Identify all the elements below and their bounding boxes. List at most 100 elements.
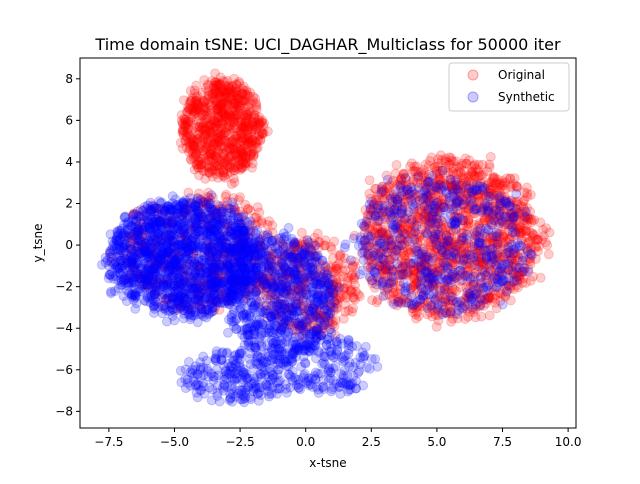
data-point	[162, 217, 171, 226]
data-point	[226, 160, 235, 169]
data-point	[211, 266, 220, 275]
data-point	[129, 295, 138, 304]
data-point	[347, 288, 356, 297]
data-point	[138, 287, 147, 296]
data-point	[133, 227, 142, 236]
data-point	[458, 159, 467, 168]
data-point	[152, 260, 161, 269]
data-point	[187, 96, 196, 105]
data-point	[477, 312, 486, 321]
data-point	[228, 198, 237, 207]
data-point	[204, 198, 213, 207]
data-point	[138, 207, 147, 216]
data-point	[392, 161, 401, 170]
data-point	[178, 279, 187, 288]
data-point	[204, 91, 213, 100]
data-point	[496, 180, 505, 189]
data-point	[170, 243, 179, 252]
data-point	[218, 76, 227, 85]
data-point	[427, 153, 436, 162]
data-point	[341, 307, 350, 316]
data-point	[159, 249, 168, 258]
data-point	[202, 224, 211, 233]
data-point	[196, 283, 205, 292]
data-point	[179, 289, 188, 298]
data-point	[222, 190, 231, 199]
data-point	[182, 118, 191, 127]
data-point	[212, 157, 221, 166]
data-point	[169, 206, 178, 215]
data-point	[188, 262, 197, 271]
data-point	[468, 168, 477, 177]
data-point	[121, 232, 130, 241]
data-point	[543, 241, 552, 250]
data-point	[159, 301, 168, 310]
data-point	[168, 252, 177, 261]
data-point	[181, 196, 190, 205]
data-point	[108, 245, 117, 254]
data-point	[179, 271, 188, 280]
data-point	[229, 174, 238, 183]
data-point	[197, 256, 206, 265]
data-point	[536, 218, 545, 227]
data-point	[233, 213, 242, 222]
data-point	[181, 254, 190, 263]
data-point	[256, 135, 265, 144]
data-point	[225, 125, 234, 134]
data-point	[218, 245, 227, 254]
data-point	[117, 262, 126, 271]
data-point	[133, 259, 142, 268]
data-point	[128, 217, 137, 226]
data-point	[191, 109, 200, 118]
data-point	[179, 306, 188, 315]
data-point	[219, 116, 228, 125]
data-point	[229, 145, 238, 154]
data-point	[212, 170, 221, 179]
data-point	[241, 153, 250, 162]
data-point	[147, 291, 156, 300]
data-point	[368, 296, 377, 305]
data-point	[212, 210, 221, 219]
data-point	[192, 217, 201, 226]
data-point	[198, 134, 207, 143]
data-point	[365, 176, 374, 185]
data-point	[247, 128, 256, 137]
data-point	[160, 207, 169, 216]
data-point	[154, 229, 163, 238]
data-point	[297, 228, 306, 237]
data-point	[430, 163, 439, 172]
data-point	[124, 279, 133, 288]
data-point	[241, 119, 250, 128]
data-point	[313, 229, 322, 238]
data-point	[510, 174, 519, 183]
data-point	[230, 114, 239, 123]
data-point	[224, 328, 233, 337]
data-point	[333, 261, 342, 270]
data-point	[477, 171, 486, 180]
data-point	[162, 275, 171, 284]
data-point	[544, 250, 553, 259]
data-point	[174, 261, 183, 270]
data-point	[135, 270, 144, 279]
data-point	[115, 252, 124, 261]
data-point	[321, 241, 330, 250]
data-point	[242, 86, 251, 95]
data-point	[153, 221, 162, 230]
data-point	[157, 198, 166, 207]
data-point	[180, 222, 189, 231]
data-point	[195, 274, 204, 283]
data-point	[486, 152, 495, 161]
data-point	[168, 293, 177, 302]
data-point	[211, 225, 220, 234]
data-point	[171, 234, 180, 243]
data-point	[210, 294, 219, 303]
data-point	[526, 236, 535, 245]
data-point	[131, 304, 140, 313]
data-point	[198, 305, 207, 314]
data-point	[186, 315, 195, 324]
data-point	[137, 215, 146, 224]
data-point	[447, 317, 456, 326]
data-point	[151, 240, 160, 249]
